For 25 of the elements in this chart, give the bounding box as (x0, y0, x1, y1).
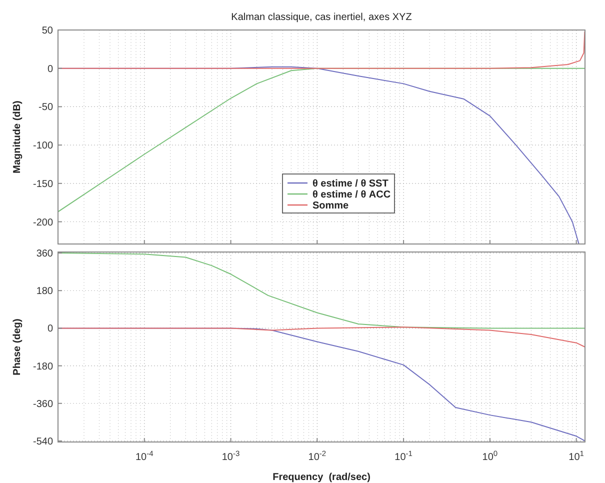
chart-title: Kalman classique, cas inertiel, axes XYZ (231, 12, 412, 23)
y-tick-label: 0 (47, 64, 54, 75)
y-tick-label: -540 (32, 436, 54, 448)
y-tick-label: -100 (32, 140, 54, 152)
y-axis-title: Magnitude (dB) (12, 100, 23, 174)
x-tick-label: 10$^{-2}$ (308, 448, 326, 463)
y-axis-title: Phase (deg) (12, 318, 23, 376)
y-tick-label: -150 (32, 178, 54, 190)
y-tick-label: 360 (36, 248, 54, 260)
y-tick-label: -180 (32, 361, 54, 372)
x-tick-label: 10$^{0}$ (482, 448, 498, 463)
x-tick-label: 10$^{1}$ (568, 448, 584, 463)
y-tick-label: 0 (47, 324, 54, 335)
x-tick-label: 10$^{-3}$ (222, 448, 240, 463)
x-axis-title: Frequency (rad/sec) (272, 472, 370, 483)
y-tick-label: -360 (32, 398, 54, 410)
y-tick-label: -50 (38, 102, 54, 114)
x-tick-label: 10$^{-1}$ (394, 448, 412, 463)
legend-label: θ estime / θ SST (312, 178, 388, 190)
y-tick-label: 180 (36, 286, 54, 298)
y-tick-label: -200 (32, 217, 54, 228)
y-tick-label: 50 (42, 26, 54, 36)
legend-label: θ estime / θ ACC (312, 190, 391, 200)
legend-label: Somme (312, 200, 350, 212)
x-tick-label: 10$^{-4}$ (135, 448, 154, 463)
